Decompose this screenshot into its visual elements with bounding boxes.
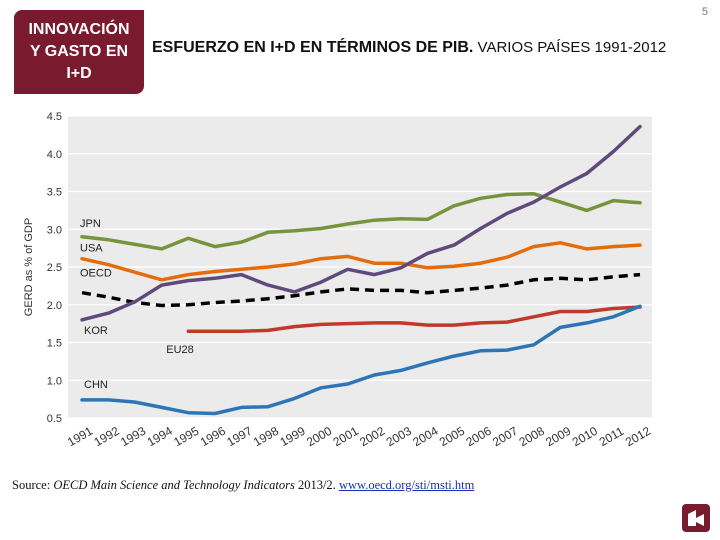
series-label-oecd: OECD: [80, 268, 112, 280]
source-title: OECD Main Science and Technology Indicat…: [53, 478, 295, 492]
brand-logo-icon: [682, 504, 710, 532]
page-number: 5: [702, 6, 708, 18]
y-tick-label: 2.0: [47, 300, 62, 312]
y-tick-label: 0.5: [47, 413, 62, 425]
y-tick-label: 4.0: [47, 149, 62, 161]
section-line-3: I+D: [28, 63, 129, 85]
y-tick-label: 3.0: [47, 224, 62, 236]
y-tick-label: 3.5: [47, 187, 62, 199]
slide-title: ESFUERZO EN I+D EN TÉRMINOS DE PIB. VARI…: [152, 38, 692, 58]
section-line-2: Y GASTO EN: [28, 41, 129, 63]
y-tick-label: 1.0: [47, 375, 62, 387]
source-prefix: Source:: [12, 478, 53, 492]
series-label-jpn: JPN: [80, 218, 101, 230]
y-axis-label: GERD as % of GDP: [23, 218, 35, 316]
y-tick-label: 2.5: [47, 262, 62, 274]
slide-title-rest: VARIOS PAÍSES 1991-2012: [478, 39, 667, 56]
slide-title-bold: ESFUERZO EN I+D EN TÉRMINOS DE PIB.: [152, 39, 473, 56]
source-link[interactable]: www.oecd.org/sti/msti.htm: [339, 478, 474, 492]
x-tick-label: 2011: [597, 424, 627, 449]
series-label-chn: CHN: [84, 379, 108, 391]
y-tick-label: 1.5: [47, 338, 62, 350]
series-label-kor: KOR: [84, 325, 108, 337]
section-box: INNOVACIÓN Y GASTO EN I+D: [14, 10, 144, 94]
series-label-usa: USA: [80, 243, 103, 255]
y-tick-label: 4.5: [47, 111, 62, 123]
chart-panel: 0.5 1.0 1.5 2.0 2.5 3.0 3.5 4.0 4.5 1991 1992 1993 1…: [8, 104, 656, 470]
x-tick-label: 2012: [623, 424, 653, 450]
gerd-line-chart: 0.51.01.52.02.53.03.54.04.51991199219931…: [8, 104, 656, 470]
section-line-1: INNOVACIÓN: [28, 19, 129, 41]
source-note: Source: OECD Main Science and Technology…: [12, 478, 474, 493]
series-label-eu28: EU28: [166, 344, 194, 356]
source-suffix: 2013/2.: [295, 478, 339, 492]
